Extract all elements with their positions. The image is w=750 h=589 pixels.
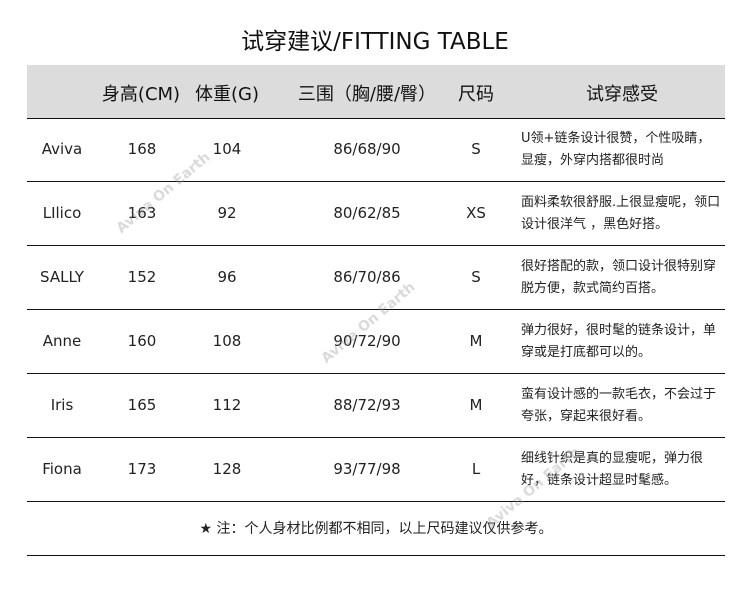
measurements-cell: 80/62/85: [333, 204, 401, 222]
header-comment: 试穿感受: [586, 84, 658, 105]
page-title: 试穿建议/FITTING TABLE: [241, 29, 509, 55]
model-name: SALLY: [40, 268, 84, 286]
table-row: Fiona 173 128 93/77/98 L 细线针织是真的显瘦呢，弹力很好，链条设计…: [27, 438, 725, 502]
size-cell: S: [471, 268, 481, 286]
model-name: Anne: [42, 332, 82, 350]
table-row: LIlico 163 92 80/62/85 XS 面料柔软很舒服.上很显瘦呢，领口设计很…: [27, 182, 725, 246]
comment-cell: 很好搭配的款，领口设计很特别穿脱方便，款式简约百搭。: [521, 259, 717, 296]
size-cell: M: [469, 396, 483, 414]
weight-cell: 92: [217, 204, 237, 222]
size-cell: S: [471, 140, 481, 158]
header-measurements: 三围（胸/腰/臀）: [297, 84, 437, 105]
weight-cell: 96: [217, 268, 237, 286]
weight-cell: 104: [212, 140, 242, 158]
measurements-cell: 90/72/90: [333, 332, 401, 350]
height-cell: 152: [127, 268, 157, 286]
table-row: Anne 160 108 90/72/90 M 弹力很好，很时髦的链条设计，单穿或是打底都…: [27, 310, 725, 374]
table-row: SALLY 152 96 86/70/86 S 很好搭配的款，领口设计很特别穿脱方便，款式…: [27, 246, 725, 310]
comment-cell: 弹力很好，很时髦的链条设计，单穿或是打底都可以的。: [521, 323, 717, 360]
size-cell: L: [471, 460, 481, 478]
weight-cell: 128: [212, 460, 242, 478]
measurements-cell: 86/70/86: [333, 268, 401, 286]
comment-cell: 面料柔软很舒服.上很显瘦呢，领口设计很洋气 ，黑色好搭。: [521, 195, 721, 232]
measurements-cell: 86/68/90: [333, 140, 401, 158]
model-name: LIlico: [42, 204, 82, 222]
header-size: 尺码: [458, 84, 494, 105]
table-header: 身高(CM) 体重(G) 三围（胸/腰/臀） 尺码 试穿感受: [27, 65, 725, 119]
height-cell: 163: [127, 204, 157, 222]
model-name: Fiona: [42, 460, 82, 478]
footer-note: ★ 注：个人身材比例都不相同，以上尺码建议仅供参考。: [27, 503, 725, 556]
header-weight: 体重(G): [195, 84, 259, 105]
comment-cell: U领+链条设计很赞，个性吸睛，显瘦，外穿内搭都很时尚: [521, 131, 711, 168]
header-height: 身高(CM): [101, 84, 181, 105]
table-row: Aviva 168 104 86/68/90 S U领+链条设计很赞，个性吸睛，显瘦，外穿…: [27, 118, 725, 182]
comment-cell: 蛮有设计感的一款毛衣，不会过于夸张，穿起来很好看。: [521, 387, 717, 424]
height-cell: 168: [127, 140, 157, 158]
weight-cell: 112: [212, 396, 242, 414]
model-name: Aviva: [41, 140, 83, 158]
size-cell: M: [469, 332, 483, 350]
height-cell: 160: [127, 332, 157, 350]
weight-cell: 108: [212, 332, 242, 350]
height-cell: 165: [127, 396, 157, 414]
model-name: Iris: [50, 396, 74, 414]
size-cell: XS: [466, 204, 486, 222]
measurements-cell: 93/77/98: [333, 460, 401, 478]
table-row: Iris 165 112 88/72/93 M 蛮有设计感的一款毛衣，不会过于夸张，穿起来…: [27, 374, 725, 438]
comment-cell: 细线针织是真的显瘦呢，弹力很好，链条设计超显时髦感。: [521, 451, 704, 488]
measurements-cell: 88/72/93: [333, 396, 401, 414]
height-cell: 173: [127, 460, 157, 478]
